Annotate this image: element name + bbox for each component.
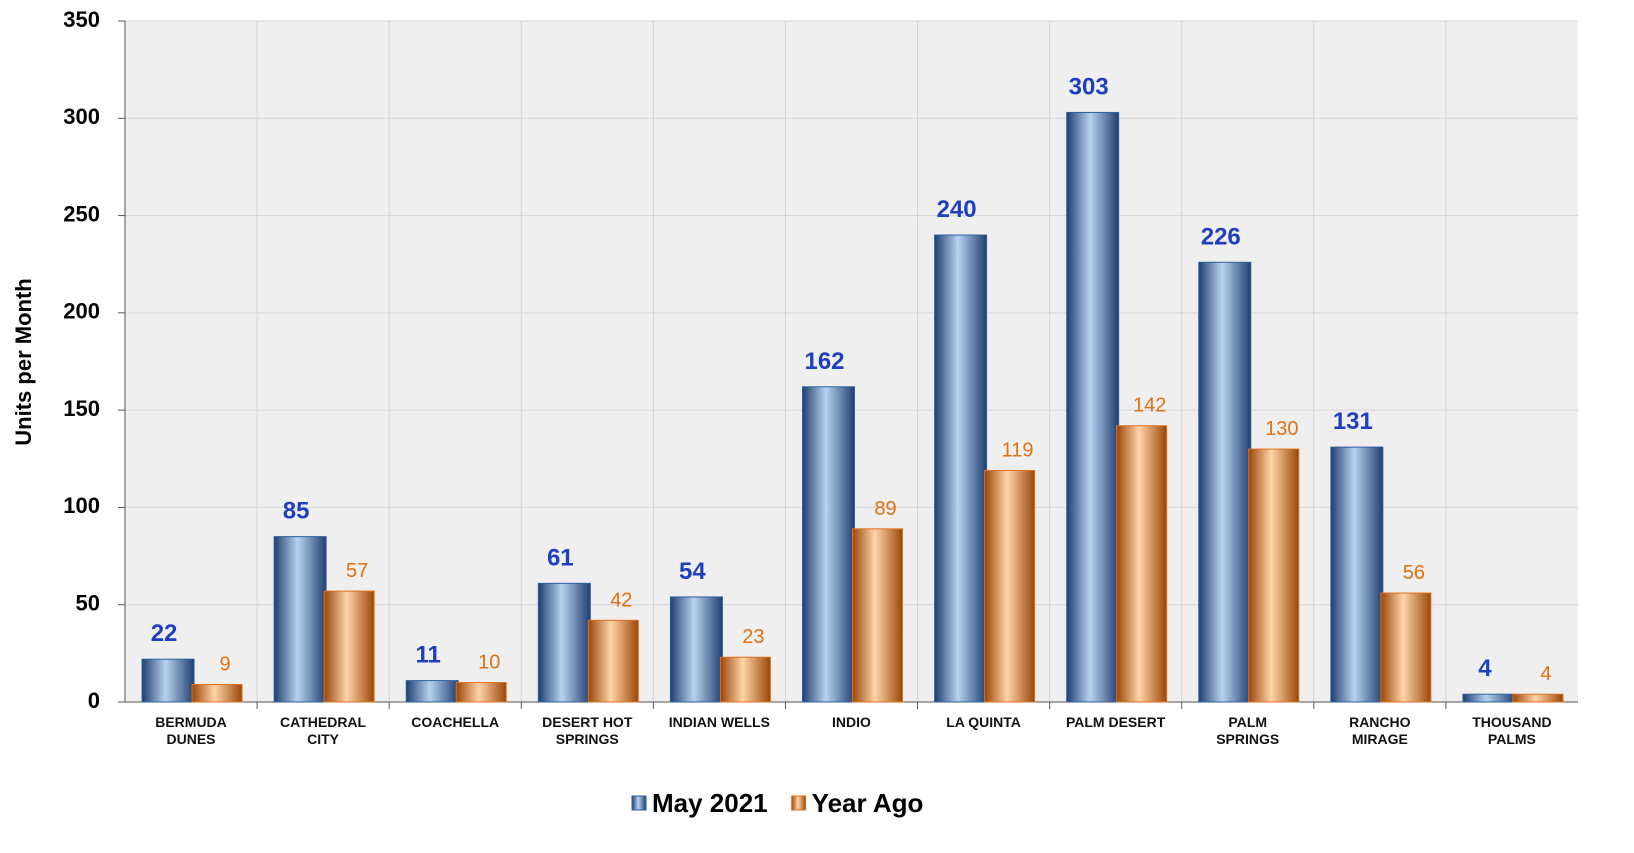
data-label: 9 — [219, 653, 230, 675]
data-label: 226 — [1201, 223, 1241, 250]
x-tick-label: THOUSAND PALMS — [1472, 714, 1552, 747]
data-label: 131 — [1333, 408, 1373, 435]
data-label: 240 — [937, 196, 977, 223]
y-tick-label: 350 — [63, 7, 100, 32]
x-tick-label: COACHELLA — [411, 714, 500, 730]
data-label: 54 — [679, 558, 706, 585]
data-label: 119 — [1002, 439, 1034, 461]
bar — [934, 234, 988, 703]
x-tick-label: DESERT HOT SPRINGS — [542, 714, 633, 747]
bar — [455, 682, 507, 703]
data-label: 4 — [1540, 663, 1551, 685]
y-tick-label: 200 — [63, 299, 100, 324]
x-tick-label: BERMUDA DUNES — [155, 714, 227, 747]
x-tick-label: PALM DESERT — [1065, 714, 1166, 730]
legend-swatch — [791, 795, 807, 811]
bar — [537, 582, 591, 703]
y-axis-label: Units per Month — [11, 278, 36, 445]
y-tick-label: 250 — [63, 201, 100, 226]
data-label: 130 — [1265, 418, 1298, 440]
x-tick-label: RANCHO MIRAGE — [1349, 714, 1411, 747]
y-tick-label: 50 — [76, 591, 100, 616]
bar — [1330, 446, 1384, 703]
bar — [323, 590, 375, 703]
legend-swatch — [631, 795, 647, 811]
data-label: 56 — [1403, 562, 1425, 584]
legend-label: Year Ago — [812, 788, 924, 818]
data-label: 57 — [346, 560, 368, 582]
data-label: 61 — [547, 544, 574, 571]
bar — [1248, 448, 1300, 703]
bar — [802, 386, 855, 703]
data-label: 89 — [874, 498, 896, 520]
bar — [1380, 592, 1432, 703]
bar — [1512, 693, 1564, 703]
legend-label: May 2021 — [652, 788, 768, 818]
bar — [1198, 261, 1252, 703]
bar — [1462, 693, 1516, 703]
bar — [984, 469, 1036, 703]
bar — [273, 536, 327, 703]
bar — [191, 683, 243, 703]
data-label: 85 — [283, 498, 310, 525]
x-tick-label: CATHEDRAL CITY — [280, 714, 367, 747]
data-label: 142 — [1133, 395, 1166, 417]
x-tick-label: PALM SPRINGS — [1216, 714, 1280, 747]
data-label: 162 — [804, 348, 844, 375]
bar — [1116, 425, 1168, 703]
y-tick-label: 100 — [63, 493, 100, 518]
y-tick-label: 300 — [63, 104, 100, 129]
y-tick-label: 150 — [63, 396, 100, 421]
x-tick-label: INDIAN WELLS — [668, 714, 770, 730]
x-tick-label: INDIO — [832, 714, 871, 730]
data-label: 10 — [478, 652, 500, 674]
data-label: 23 — [742, 626, 764, 648]
bar — [719, 656, 771, 703]
data-label: 11 — [416, 642, 441, 669]
bar — [852, 528, 903, 703]
y-tick-label: 0 — [88, 688, 100, 713]
bar — [405, 680, 459, 703]
data-label: 22 — [151, 620, 178, 647]
data-label: 4 — [1478, 655, 1492, 682]
bar — [669, 596, 723, 703]
bar — [1066, 111, 1120, 703]
data-label: 303 — [1069, 73, 1109, 100]
bar — [141, 658, 195, 703]
bar — [587, 619, 639, 703]
data-label: 42 — [610, 589, 632, 611]
x-tick-label: LA QUINTA — [946, 714, 1021, 730]
